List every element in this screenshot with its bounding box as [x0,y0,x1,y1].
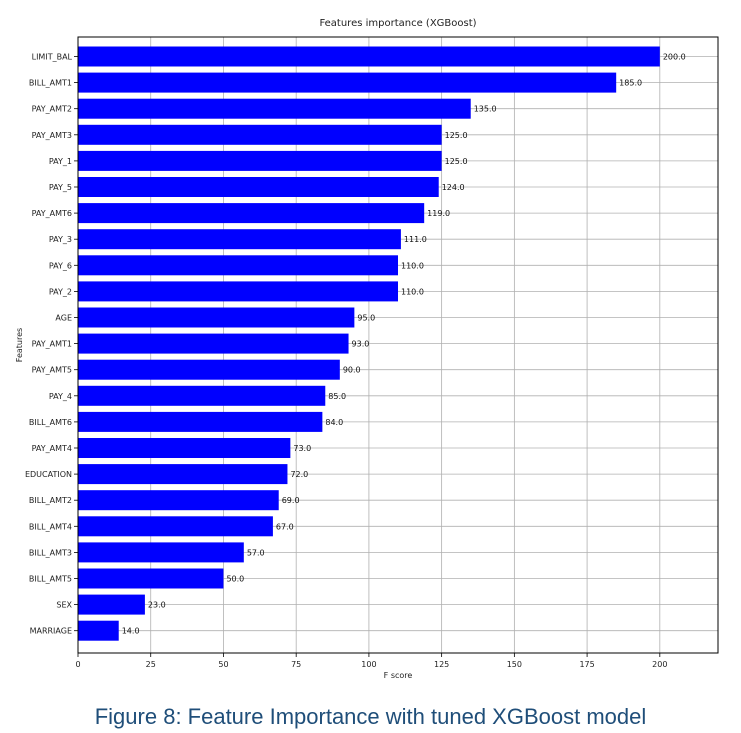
bar-age [78,307,355,328]
y-tick-label: BILL_AMT1 [29,79,72,88]
x-tick-label: 125 [434,660,449,669]
bar-pay-6 [78,255,398,276]
bar-value-label: 95.0 [357,314,375,323]
bar-pay-amt1 [78,333,349,354]
y-tick-label: BILL_AMT6 [29,418,72,427]
bar-value-label: 84.0 [325,418,343,427]
x-tick-label: 0 [75,660,80,669]
bar-bill-amt6 [78,411,323,432]
bar-value-label: 124.0 [442,183,465,192]
y-tick-label: PAY_AMT6 [32,209,72,218]
y-axis-label: Features [15,328,24,362]
y-tick-label: PAY_3 [49,235,72,244]
bar-pay-amt5 [78,359,340,380]
y-tick-label: LIMIT_BAL [32,53,73,62]
y-tick-label: BILL_AMT5 [29,575,72,584]
bar-pay-2 [78,281,398,302]
bar-pay-4 [78,385,326,406]
x-tick-label: 25 [146,660,156,669]
bar-value-label: 50.0 [226,575,244,584]
bar-pay-amt3 [78,124,442,145]
bar-pay-5 [78,177,439,197]
bar-value-label: 85.0 [328,392,346,401]
bar-bill-amt1 [78,72,617,93]
bar-value-label: 110.0 [401,261,424,270]
y-tick-label: PAY_1 [49,157,72,166]
bar-value-label: 135.0 [474,105,497,114]
y-tick-label: SEX [56,601,72,610]
y-tick-labels: LIMIT_BAL BILL_AMT1 PAY_AMT2 PAY_AMT3 PAY_1 P… [25,53,78,636]
bar-pay-amt2 [78,98,471,119]
bar-value-label: 23.0 [148,601,166,610]
bar-value-label: 111.0 [404,235,427,244]
x-tick-label: 150 [507,660,522,669]
bar-value-label: 119.0 [427,209,450,218]
bar-value-label: 73.0 [293,444,311,453]
value-labels: 200.0 185.0 135.0 125.0 125.0 124.0 119.0 111.0… [122,53,686,636]
bar-limit-bal [78,46,660,67]
y-tick-label: AGE [55,314,72,323]
y-tick-label: EDUCATION [25,470,72,479]
x-tick-label: 50 [218,660,228,669]
y-tick-label: MARRIAGE [30,627,72,636]
bar-value-label: 110.0 [401,287,424,296]
bar-value-label: 90.0 [343,366,361,375]
bars [78,46,660,641]
x-axis-label: F score [384,671,413,680]
y-tick-label: PAY_AMT3 [32,131,72,140]
y-tick-label: PAY_4 [49,392,72,401]
y-tick-label: PAY_AMT5 [32,366,72,375]
bar-value-label: 200.0 [663,53,686,62]
y-tick-label: PAY_6 [49,261,72,270]
bar-value-label: 125.0 [445,131,468,140]
bar-value-label: 125.0 [445,157,468,166]
y-tick-label: PAY_2 [49,287,72,296]
bar-pay-amt4 [78,438,291,458]
bar-bill-amt5 [78,568,224,589]
bar-bill-amt4 [78,516,273,537]
bar-value-label: 57.0 [247,548,265,557]
y-tick-label: BILL_AMT4 [29,522,72,531]
bar-value-label: 185.0 [619,79,642,88]
bar-value-label: 14.0 [122,627,140,636]
x-tick-label: 175 [579,660,594,669]
x-tick-labels: 0 25 50 75 100 125 150 175 200 [75,653,667,669]
bar-value-label: 93.0 [352,340,370,349]
bar-value-label: 72.0 [290,470,308,479]
y-tick-label: PAY_AMT1 [32,340,72,349]
bar-pay-amt6 [78,203,425,224]
bar-pay-1 [78,150,442,171]
bar-pay-3 [78,229,401,250]
figure-caption: Figure 8: Feature Importance with tuned … [94,704,647,729]
x-tick-label: 75 [291,660,301,669]
bar-bill-amt3 [78,542,244,563]
x-tick-label: 100 [361,660,376,669]
y-tick-label: PAY_AMT2 [32,105,72,114]
bar-marriage [78,620,119,641]
bar-sex [78,594,145,615]
feature-importance-chart: Features importance (XGBoost) 200.0 185.0… [15,18,719,680]
x-tick-label: 200 [652,660,667,669]
bar-value-label: 67.0 [276,522,294,531]
y-tick-label: BILL_AMT2 [29,496,72,505]
bar-bill-amt2 [78,490,279,511]
y-tick-label: PAY_AMT4 [32,444,72,453]
plot-frame [77,36,719,654]
y-tick-label: BILL_AMT3 [29,548,72,557]
y-tick-label: PAY_5 [49,183,72,192]
chart-title: Features importance (XGBoost) [319,18,476,29]
bar-value-label: 69.0 [282,496,300,505]
bar-education [78,464,288,485]
